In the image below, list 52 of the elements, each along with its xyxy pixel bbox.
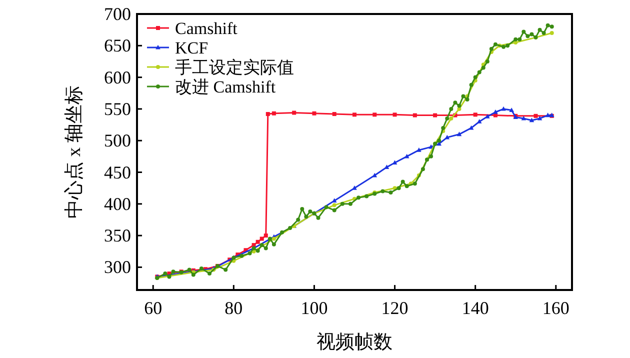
point xyxy=(509,108,514,112)
point xyxy=(272,236,276,241)
y-tick-label: 500 xyxy=(104,130,131,151)
point xyxy=(312,111,316,116)
x-axis-title: 视频帧数 xyxy=(316,332,392,353)
x-tick-label: 140 xyxy=(462,298,489,318)
point xyxy=(550,30,554,35)
point xyxy=(416,148,422,152)
point xyxy=(266,112,270,116)
point xyxy=(534,114,538,118)
x-tick-label: 60 xyxy=(144,298,162,318)
point xyxy=(468,125,474,130)
y-tick-label: 650 xyxy=(104,36,131,56)
legend-label: Camshift xyxy=(175,19,238,38)
legend-label: KCF xyxy=(175,38,208,58)
y-tick-label: 600 xyxy=(104,67,131,88)
point xyxy=(545,112,550,118)
point xyxy=(352,185,357,190)
x-tick-label: 160 xyxy=(542,298,570,318)
point xyxy=(493,110,498,114)
x-tick-label: 80 xyxy=(224,298,243,318)
point xyxy=(264,234,268,238)
point xyxy=(457,106,462,111)
point xyxy=(332,112,336,116)
point xyxy=(501,106,506,111)
y-tick-label: 350 xyxy=(104,226,131,246)
y-tick-label: 400 xyxy=(104,194,131,214)
point xyxy=(529,118,534,122)
point xyxy=(372,112,377,117)
point xyxy=(433,113,438,118)
x-tick-label: 120 xyxy=(381,298,408,318)
legend-label: 手工设定实际值 xyxy=(175,58,294,77)
y-axis-title: 中心点 x 轴坐标 xyxy=(63,86,85,218)
point xyxy=(272,111,276,116)
point xyxy=(392,112,397,117)
point xyxy=(456,132,462,136)
point xyxy=(352,112,356,117)
point xyxy=(537,116,542,120)
point xyxy=(412,113,417,118)
legend-label: 改进 Camshift xyxy=(175,78,276,96)
point xyxy=(256,240,260,244)
point xyxy=(485,114,490,118)
y-tick-label: 300 xyxy=(104,257,131,278)
point xyxy=(449,116,454,120)
point xyxy=(260,236,264,241)
y-tick-label: 700 xyxy=(104,4,131,24)
point xyxy=(332,203,336,208)
point xyxy=(292,110,296,115)
x-tick-label: 100 xyxy=(300,298,328,318)
point xyxy=(473,112,478,117)
y-tick-label: 450 xyxy=(104,162,131,182)
y-tick-label: 550 xyxy=(104,98,131,119)
